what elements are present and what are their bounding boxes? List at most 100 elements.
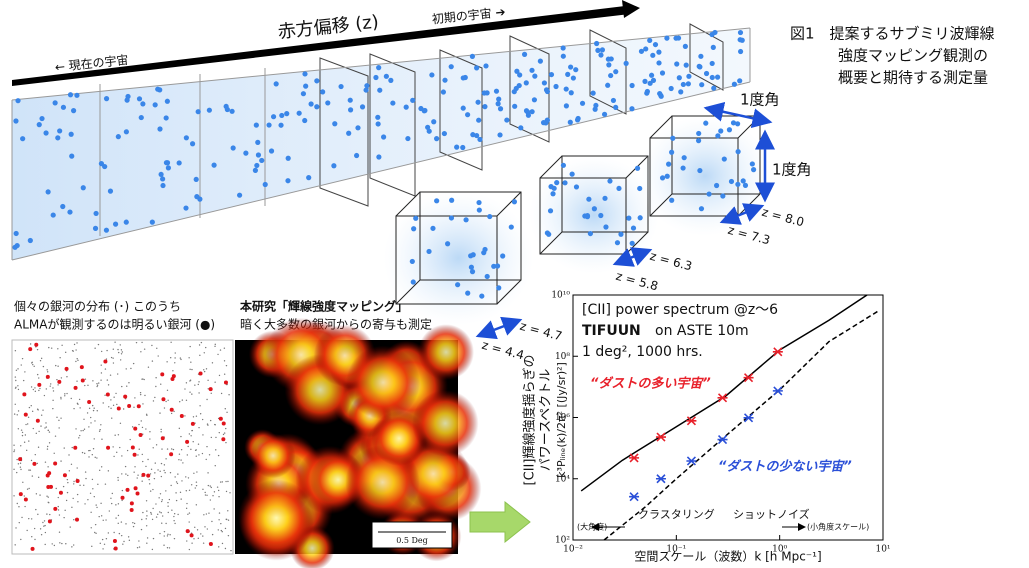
- galaxy-dot: [476, 199, 482, 206]
- faint-galaxy: [32, 363, 34, 366]
- faint-galaxy: [91, 454, 94, 456]
- galaxy-dot: [680, 81, 686, 88]
- galaxy-dot: [737, 48, 744, 55]
- faint-galaxy: [104, 368, 107, 370]
- galaxy-dot: [163, 115, 169, 121]
- faint-galaxy: [180, 449, 183, 451]
- faint-galaxy: [112, 362, 115, 364]
- faint-galaxy: [150, 468, 153, 471]
- galaxy-dot: [666, 161, 672, 167]
- galaxy-dot: [749, 161, 755, 167]
- galaxy-dot: [20, 136, 26, 142]
- faint-galaxy: [43, 525, 45, 527]
- faint-galaxy: [42, 365, 45, 368]
- galaxy-dot: [590, 90, 596, 96]
- cube-edge: [496, 279, 522, 305]
- galaxy-dot: [554, 180, 560, 186]
- faint-galaxy: [175, 481, 178, 483]
- faint-galaxy: [222, 433, 225, 436]
- galaxy-dot: [376, 65, 382, 71]
- faint-galaxy: [195, 504, 198, 506]
- galaxy-dot: [652, 41, 659, 48]
- faint-galaxy: [31, 410, 34, 413]
- faint-galaxy: [115, 504, 117, 506]
- faint-galaxy: [53, 452, 55, 454]
- faint-galaxy: [157, 355, 159, 357]
- galaxy-dot: [347, 107, 354, 113]
- galaxy-dot: [422, 107, 428, 114]
- cube-face: [539, 177, 627, 255]
- faint-galaxy: [188, 548, 191, 551]
- galaxy-dot: [338, 83, 344, 90]
- slice-frame: [439, 49, 483, 171]
- galaxy-dot: [429, 72, 435, 78]
- faint-galaxy: [16, 502, 18, 505]
- depth-arrow: [719, 203, 765, 225]
- intensity-blob: [346, 345, 421, 420]
- galaxy-dot: [521, 51, 528, 57]
- faint-galaxy: [117, 434, 120, 436]
- faint-galaxy: [202, 535, 204, 537]
- faint-galaxy: [116, 373, 119, 375]
- faint-galaxy: [170, 484, 172, 487]
- faint-galaxy: [160, 462, 163, 465]
- faint-galaxy: [174, 352, 176, 354]
- faint-galaxy: [120, 534, 123, 537]
- faint-galaxy: [71, 546, 73, 548]
- faint-galaxy: [161, 448, 163, 450]
- galaxy-dot: [57, 128, 63, 134]
- faint-galaxy: [36, 348, 39, 351]
- faint-galaxy: [227, 510, 229, 512]
- z-label: z = 8.0: [760, 205, 805, 230]
- galaxy-dot: [563, 103, 569, 109]
- faint-galaxy: [210, 436, 213, 439]
- galaxy-dot: [543, 87, 550, 93]
- faint-galaxy: [83, 428, 86, 430]
- galaxy-dot: [529, 67, 535, 73]
- faint-galaxy: [195, 455, 197, 457]
- faint-galaxy: [60, 398, 62, 400]
- faint-galaxy: [209, 499, 212, 501]
- redshift-arrow: [12, 6, 630, 86]
- bright-galaxy: [35, 418, 40, 423]
- faint-galaxy: [204, 526, 206, 528]
- faint-galaxy: [76, 402, 79, 405]
- caption-line: 強度マッピング観測の: [838, 47, 988, 65]
- faint-galaxy: [21, 516, 23, 519]
- galaxy-dot: [720, 193, 726, 199]
- galaxy-dot: [497, 106, 504, 112]
- faint-galaxy: [98, 515, 100, 518]
- faint-galaxy: [73, 407, 75, 410]
- faint-galaxy: [79, 434, 81, 437]
- bright-galaxy: [105, 392, 110, 397]
- galaxy-dot: [553, 83, 559, 90]
- galaxy-dot: [709, 60, 715, 67]
- faint-galaxy: [50, 383, 52, 385]
- faint-galaxy: [20, 429, 23, 431]
- faint-galaxy: [17, 385, 19, 387]
- faint-galaxy: [60, 460, 62, 462]
- faint-galaxy: [163, 469, 165, 472]
- galaxy-dot: [306, 175, 312, 181]
- faint-galaxy: [131, 426, 134, 428]
- faint-galaxy: [39, 528, 42, 530]
- galaxy-dot: [197, 196, 203, 202]
- faint-galaxy: [149, 438, 151, 440]
- galaxy-dot: [565, 71, 571, 77]
- galaxy-dot: [728, 178, 735, 185]
- chart-text: パワースペクトル: [539, 369, 554, 471]
- faint-galaxy: [155, 503, 157, 505]
- galaxy-dot: [495, 101, 501, 107]
- faint-galaxy: [215, 436, 217, 439]
- bright-galaxy: [106, 445, 111, 450]
- faint-galaxy: [37, 446, 40, 448]
- intensity-blob: [250, 433, 296, 479]
- faint-galaxy: [139, 391, 142, 394]
- bright-galaxy: [30, 546, 35, 551]
- panel-text: 個々の銀河の分布 (･) このうち: [14, 300, 181, 314]
- galaxy-dot: [568, 64, 574, 70]
- bright-galaxy: [135, 491, 140, 496]
- bright-galaxy: [125, 487, 130, 492]
- faint-galaxy: [52, 407, 54, 410]
- y-tick-label: 10¹⁰: [551, 291, 570, 301]
